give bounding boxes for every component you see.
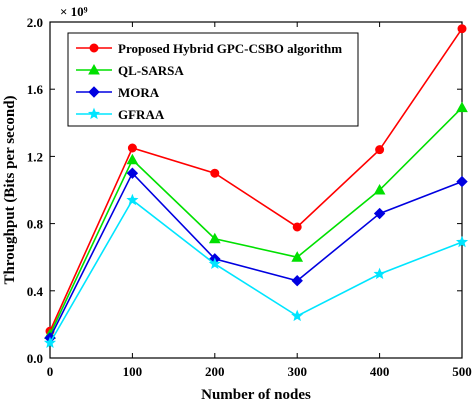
- legend-marker: [87, 107, 101, 120]
- data-point: [373, 183, 386, 195]
- series-layer: [43, 24, 469, 349]
- data-point: [291, 309, 304, 322]
- x-tick-label: 400: [370, 364, 390, 379]
- data-point: [292, 222, 302, 232]
- data-point: [126, 193, 139, 206]
- series-3: [43, 193, 469, 349]
- series-2: [44, 167, 468, 344]
- data-point: [375, 145, 385, 155]
- y-tick-label: 0.4: [27, 284, 44, 299]
- data-point: [208, 232, 221, 244]
- series-line: [49, 198, 463, 344]
- data-point: [210, 168, 220, 178]
- series-line: [49, 171, 463, 339]
- data-point: [126, 153, 139, 165]
- series-1: [44, 101, 468, 339]
- data-point: [291, 251, 304, 262]
- legend-label: QL-SARSA: [118, 63, 184, 78]
- y-tick-label: 1.2: [27, 149, 43, 164]
- series-line: [49, 28, 463, 332]
- data-point: [126, 167, 139, 179]
- x-tick-label: 0: [47, 364, 54, 379]
- data-point: [457, 24, 467, 34]
- legend-item: QL-SARSA: [76, 63, 184, 78]
- x-axis-title: Number of nodes: [201, 387, 311, 402]
- y-tick-label: 0.0: [27, 351, 43, 366]
- data-point: [208, 257, 221, 270]
- legend-marker: [88, 86, 100, 98]
- legend-item: MORA: [76, 85, 160, 100]
- y-multiplier: × 10⁹: [60, 4, 88, 19]
- x-tick-label: 500: [452, 364, 472, 379]
- y-tick-label: 0.8: [27, 217, 44, 232]
- x-tick-label: 300: [287, 364, 307, 379]
- x-tick-label: 200: [205, 364, 225, 379]
- legend-item: GFRAA: [76, 107, 165, 122]
- legend-marker: [89, 43, 99, 53]
- data-point: [456, 175, 468, 188]
- data-point: [373, 267, 386, 280]
- legend: Proposed Hybrid GPC-CSBO algorithm QL-SAR…: [67, 32, 359, 127]
- data-point: [127, 143, 137, 153]
- legend-label: GFRAA: [118, 107, 165, 122]
- data-point: [43, 336, 57, 349]
- data-point: [455, 235, 469, 248]
- legend-item: Proposed Hybrid GPC-CSBO algorithm: [76, 41, 342, 56]
- data-point: [373, 207, 386, 220]
- y-axis: 0.0 0.4 0.8 1.2 1.6 2.0: [27, 15, 462, 366]
- data-point: [456, 101, 468, 113]
- x-tick-label: 100: [123, 364, 143, 379]
- legend-label: MORA: [118, 85, 160, 100]
- series-line: [49, 107, 463, 335]
- y-axis-title: Throughput (Bits per second): [2, 95, 18, 284]
- legend-box: [67, 32, 359, 127]
- legend-label: Proposed Hybrid GPC-CSBO algorithm: [118, 41, 342, 56]
- data-point: [291, 275, 303, 287]
- legend-marker: [88, 63, 100, 75]
- y-tick-label: 1.6: [27, 82, 44, 97]
- y-tick-label: 2.0: [27, 15, 43, 30]
